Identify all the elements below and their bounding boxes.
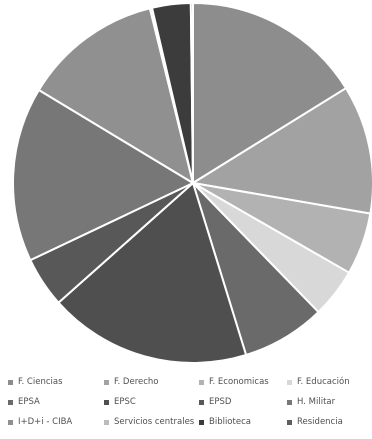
pie-slice-1 <box>192 87 372 215</box>
legend-swatch <box>104 399 109 405</box>
pie-slice-11 <box>189 1 194 184</box>
legend-item: Servicios centrales <box>104 414 194 430</box>
legend-label: Servicios centrales <box>114 417 195 427</box>
legend-item: F. Derecho <box>104 374 159 390</box>
legend-label: EPSD <box>209 397 232 407</box>
legend-label: F. Derecho <box>114 377 159 387</box>
legend-item: F. Economicas <box>199 374 269 390</box>
legend-label: Biblioteca <box>209 417 251 427</box>
legend-item: H. Militar <box>287 394 335 410</box>
pie-slice-7 <box>12 89 194 262</box>
legend-swatch <box>287 419 292 425</box>
legend-swatch <box>199 379 204 385</box>
legend-label: F. Economicas <box>209 377 269 387</box>
legend-swatch <box>104 419 109 425</box>
legend-item: EPSD <box>199 394 231 410</box>
legend-item: Residencia <box>287 414 343 430</box>
legend-label: I+D+i - CIBA <box>18 417 73 427</box>
legend-swatch <box>199 399 204 405</box>
legend-label: EPSA <box>18 397 40 407</box>
pie-slice-8 <box>37 7 194 184</box>
legend-label: F. Educación <box>297 377 350 387</box>
legend-item: F. Ciencias <box>8 374 63 390</box>
legend-item: I+D+i - CIBA <box>8 414 72 430</box>
legend-swatch <box>199 419 204 425</box>
legend: F. Ciencias F. Derecho F. Economicas F. Edu… <box>0 370 372 439</box>
legend-label: F. Ciencias <box>18 377 63 387</box>
legend-swatch <box>8 399 13 405</box>
pie-slice-5 <box>57 182 248 365</box>
legend-item: Biblioteca <box>199 414 251 430</box>
legend-swatch <box>287 379 292 385</box>
legend-label: EPSC <box>114 397 136 407</box>
legend-swatch <box>104 379 109 385</box>
legend-item: F. Educación <box>287 374 350 390</box>
legend-label: Residencia <box>297 417 343 427</box>
legend-swatch <box>287 399 292 405</box>
legend-item: EPSA <box>8 394 40 410</box>
pie-plot <box>12 1 372 365</box>
legend-item: EPSC <box>104 394 136 410</box>
legend-swatch <box>8 419 13 425</box>
legend-label: H. Militar <box>297 397 336 407</box>
legend-swatch <box>8 379 13 385</box>
pie-slice-0 <box>192 2 347 184</box>
